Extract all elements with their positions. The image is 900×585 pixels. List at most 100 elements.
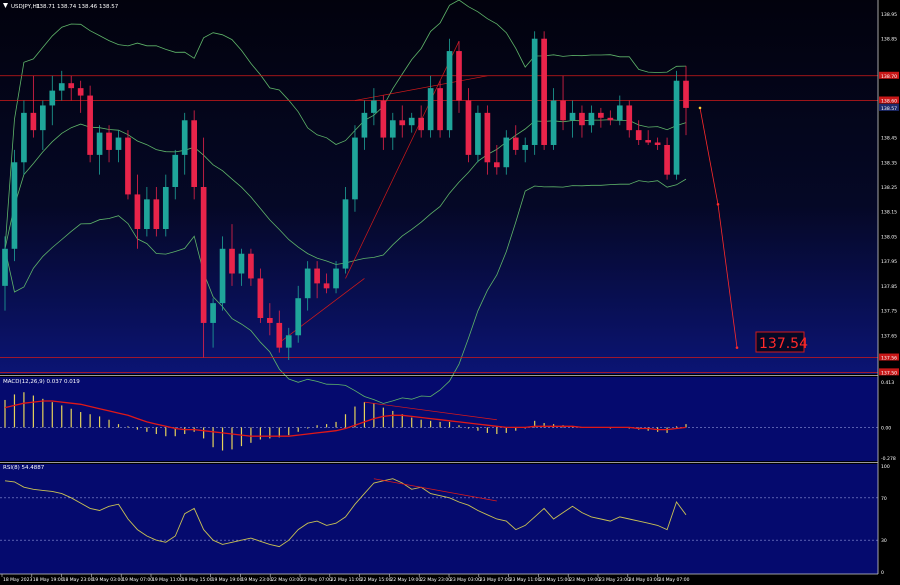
time-axis-label: 23 May 03:00 <box>450 577 481 583</box>
price-axis-label: 70 <box>881 496 887 502</box>
time-axis-label: 23 May 15:00 <box>539 577 570 583</box>
time-axis-label: 19 May 23:00 <box>241 577 272 583</box>
time-axis-label: 19 May 15:00 <box>182 577 213 583</box>
time-axis-label: 22 May 19:00 <box>390 577 421 583</box>
candle-body <box>531 38 538 145</box>
candle-body <box>210 303 216 323</box>
time-axis-label: 23 May 23:00 <box>599 577 630 583</box>
price-axis-tag <box>879 96 899 104</box>
forecast-point <box>735 346 739 349</box>
price-axis-label: 138.60 <box>881 99 897 105</box>
macd-divergence-line <box>364 401 497 421</box>
candle-body <box>276 322 283 348</box>
candle-body <box>352 137 358 200</box>
rsi-label: RSI(8) 54.4887 <box>3 465 45 471</box>
candle-body <box>266 317 273 323</box>
candle-body <box>446 51 453 131</box>
candle-body <box>541 38 547 145</box>
price-axis-label: -0.278 <box>881 456 896 462</box>
candle-body <box>144 199 150 230</box>
price-axis-tag <box>879 368 899 376</box>
time-axis-label: 22 May 03:00 <box>271 577 302 583</box>
time-axis-label: 23 May 11:00 <box>510 577 541 583</box>
collapse-triangle-icon[interactable] <box>3 3 8 8</box>
rsi-layer <box>0 478 878 548</box>
candle-body <box>598 112 604 118</box>
time-axis-label: 19 May 03:00 <box>92 577 123 583</box>
macd-signal-line <box>4 400 687 437</box>
candle-body <box>314 268 320 284</box>
candle-body <box>503 137 510 168</box>
ohlc-readout: 138.71 138.74 138.46 138.57 <box>36 4 119 10</box>
candle-body <box>134 194 141 230</box>
candle-body <box>162 187 169 230</box>
candle-body <box>389 120 396 138</box>
candle-body <box>654 142 661 145</box>
price-axis-label: 138.05 <box>881 234 897 240</box>
target-price-label: 137.54 <box>759 336 808 352</box>
candle-body <box>115 137 122 150</box>
candle-body <box>229 248 235 274</box>
price-axis-label: 138.25 <box>881 185 897 191</box>
candle-body <box>200 187 207 323</box>
candle-body <box>21 112 27 163</box>
candle-body <box>683 80 689 108</box>
candle-body <box>616 105 623 121</box>
rsi-panel <box>0 464 878 574</box>
candle-body <box>635 130 642 141</box>
price-axis-label: 137.50 <box>881 370 897 376</box>
time-axis-label: 19 May 19:00 <box>212 577 243 583</box>
trendline-0 <box>279 278 365 343</box>
candle-body <box>125 137 131 195</box>
candle-body <box>58 83 65 91</box>
time-axis-label: 19 May 07:00 <box>122 577 153 583</box>
bollinger-upper-band <box>4 0 687 249</box>
candle-body <box>191 120 198 187</box>
candle-body <box>550 100 557 145</box>
price-axis-label: 138.85 <box>881 37 897 43</box>
time-axis-label: 23 May 19:00 <box>569 577 600 583</box>
candle-body <box>427 88 434 131</box>
candle-body <box>11 162 18 249</box>
candle-body <box>371 100 377 113</box>
candle-body <box>181 120 188 155</box>
price-axis-label: 138.95 <box>881 12 897 18</box>
price-axis-label: 137.56 <box>881 356 897 362</box>
macd-label: MACD(12,26,9) 0.037 0.019 <box>3 379 80 385</box>
time-axis-label: 23 May 07:00 <box>480 577 511 583</box>
candle-body <box>512 137 519 150</box>
time-axis-label: 19 May 11:00 <box>152 577 183 583</box>
price-axis-label: 0.00 <box>881 425 891 431</box>
price-axis-label: 138.45 <box>881 136 897 142</box>
forecast-point <box>698 106 702 110</box>
time-axis-label: 24 May 03:00 <box>629 577 660 583</box>
time-axis-label: 22 May 07:00 <box>301 577 332 583</box>
time-axis-label: 18 May 23:00 <box>63 577 94 583</box>
price-axis-tag <box>879 103 899 111</box>
candle-body <box>380 100 387 138</box>
time-axis-label: 18 May 2023 <box>3 577 32 583</box>
price-axis-label: 138.57 <box>881 106 897 112</box>
price-axis-label: 30 <box>881 538 887 544</box>
candle-body <box>418 117 425 131</box>
rsi-line <box>4 478 687 548</box>
candle-body <box>30 112 37 131</box>
candle-body <box>522 144 529 150</box>
symbol-label: USDJPY,H1 <box>11 4 40 10</box>
candle-body <box>569 112 576 121</box>
candle-body <box>579 112 585 126</box>
time-axis-label: 24 May 07:00 <box>659 577 690 583</box>
price-axis-label: 138.70 <box>881 74 897 80</box>
candle-body <box>342 199 349 269</box>
candle-body <box>484 112 491 163</box>
price-axis-label: 100 <box>881 464 890 470</box>
candle-body <box>172 154 179 187</box>
candle-body <box>399 120 406 126</box>
candle-body <box>560 100 566 121</box>
candle-body <box>475 112 481 155</box>
candle-body <box>361 112 368 138</box>
price-axis-label: 138.35 <box>881 160 897 166</box>
candle-body <box>257 278 264 318</box>
